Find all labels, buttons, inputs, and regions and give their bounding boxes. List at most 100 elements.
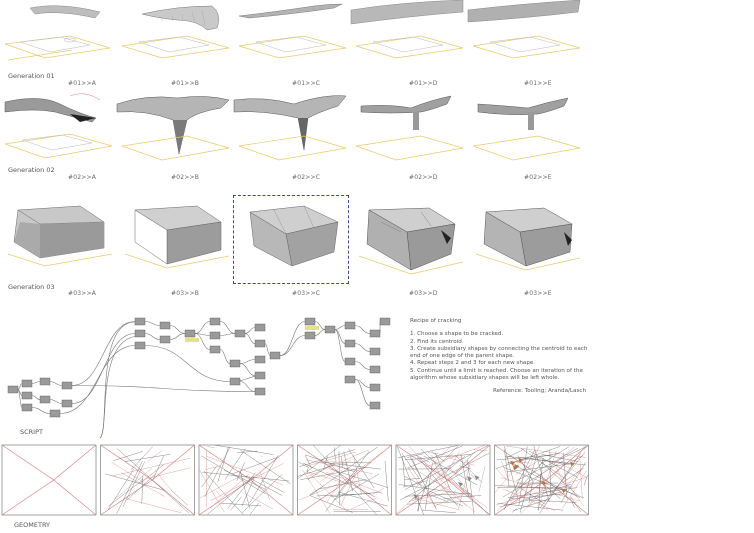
gen02-item-b[interactable] (116, 90, 233, 186)
gen01-item-c[interactable] (234, 0, 350, 88)
script-wire (354, 325, 371, 334)
surface-model (4, 93, 113, 159)
crack-line (497, 503, 564, 511)
crack-line (299, 449, 356, 467)
crack-line (423, 455, 478, 486)
crack-line (111, 458, 191, 477)
gen03-item-a[interactable] (0, 192, 116, 288)
gen01-item-b[interactable] (117, 0, 233, 88)
crack-line (506, 445, 587, 458)
crack-line (473, 449, 488, 451)
crack-line (241, 473, 283, 513)
crack-line (240, 471, 250, 509)
crack-line (353, 455, 362, 495)
gen03-item-c[interactable] (234, 192, 350, 288)
script-node (184, 329, 196, 338)
script-wire (17, 383, 23, 390)
crack-line (507, 463, 570, 473)
script-node (209, 345, 221, 354)
crack-line (305, 454, 355, 473)
script-wire (99, 321, 136, 439)
script-node (254, 339, 266, 348)
crack-line (224, 469, 267, 490)
crack-line (249, 455, 279, 504)
crack-line (323, 456, 328, 470)
gen02-item-a[interactable] (0, 90, 116, 186)
script-node (39, 395, 51, 404)
crack-line (495, 459, 523, 493)
crack-line (139, 464, 164, 484)
script-node (369, 401, 381, 410)
crack-line (427, 452, 461, 458)
gen03-item-e[interactable] (468, 192, 584, 288)
script-wire (31, 381, 41, 384)
crack-line (116, 461, 143, 515)
gen01-item-d[interactable] (350, 0, 467, 88)
crack-fragment (413, 493, 419, 499)
crack-line (497, 486, 573, 488)
script-node (134, 317, 146, 326)
crack-line (503, 449, 536, 510)
surface-model (472, 97, 581, 161)
cracked-block-model (249, 205, 339, 267)
crack-line (302, 462, 345, 483)
crack-line (210, 463, 284, 501)
gen02-item-c[interactable] (233, 90, 350, 186)
variant-label: #01>>C (292, 80, 321, 87)
crack-fragment (541, 480, 547, 486)
script-node (134, 341, 146, 350)
gen03-item-d[interactable] (351, 192, 467, 288)
crack-line (220, 502, 262, 507)
crack-line (496, 477, 587, 506)
crack-line (1, 479, 54, 516)
crack-line (206, 446, 215, 448)
script-panel-node (185, 338, 199, 342)
gen01-item-e[interactable] (467, 0, 584, 88)
crack-line (520, 484, 571, 502)
geometry-iterations (1, 444, 589, 516)
crack-line (250, 502, 259, 515)
crack-line (204, 465, 221, 471)
script-wire (59, 345, 136, 414)
crack-line (202, 472, 290, 482)
script-wire (279, 335, 306, 356)
gen02-item-d[interactable] (351, 90, 467, 186)
crack-fragment (474, 475, 480, 481)
crack-line (1, 444, 54, 481)
gen03-item-b[interactable] (117, 192, 233, 288)
crack-line (206, 449, 207, 507)
crack-line (494, 485, 567, 490)
script-wire (71, 385, 256, 392)
crack-line (338, 451, 340, 506)
crack-line (199, 470, 225, 513)
crack-line (397, 445, 458, 458)
crack-line (515, 460, 538, 475)
script-wire (354, 343, 371, 352)
crack-line (562, 452, 568, 500)
crack-line (440, 451, 460, 483)
crack-line (557, 448, 578, 460)
gen02-item-e[interactable] (468, 90, 584, 186)
crack-line (320, 461, 382, 470)
crack-line (116, 448, 189, 514)
crack-line (562, 470, 587, 509)
script-wire (144, 345, 231, 382)
crack-line (497, 447, 575, 511)
crack-line (216, 490, 222, 497)
crack-line (500, 477, 580, 502)
script-node (344, 357, 356, 366)
crack-line (448, 465, 473, 498)
script-wire (244, 333, 256, 344)
crack-line (349, 479, 392, 516)
script-wire (49, 399, 63, 404)
crack-line (107, 469, 134, 510)
script-node (21, 391, 33, 400)
crack-line (413, 497, 460, 511)
script-node (369, 329, 381, 338)
crack-line (433, 445, 452, 465)
cracked-block-model (124, 205, 230, 269)
crack-line (250, 444, 294, 481)
crack-line (460, 486, 475, 498)
gen01-item-a[interactable] (0, 0, 116, 88)
recipe-step: 2. Find its centroid (410, 338, 462, 345)
